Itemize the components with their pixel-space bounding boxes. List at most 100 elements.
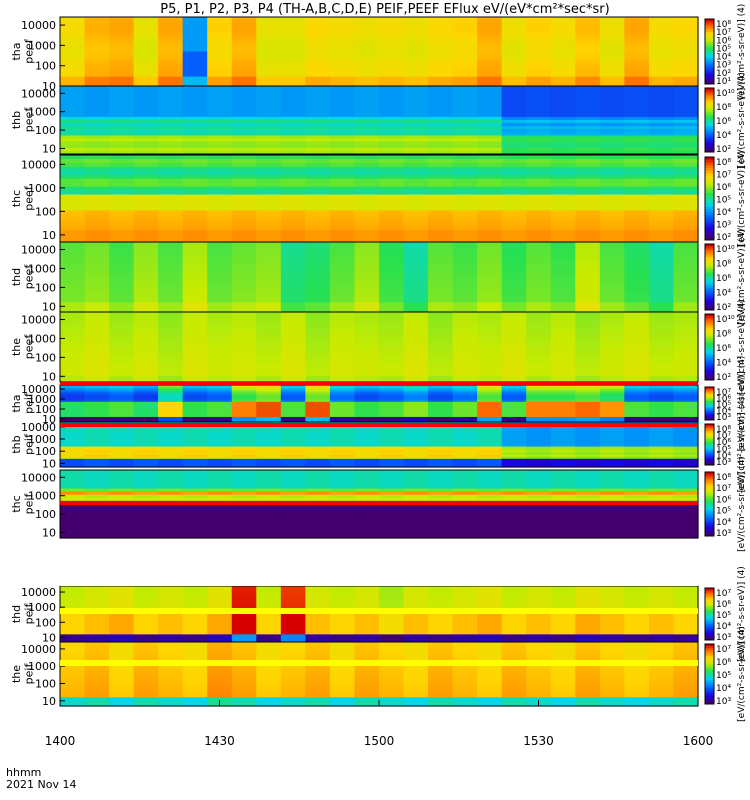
- spectrogram-cell: [428, 430, 454, 433]
- spectrogram-cell: [60, 436, 86, 439]
- spectrogram-cell: [428, 29, 454, 34]
- spectrogram-cell: [109, 450, 135, 454]
- spectrogram-cell: [207, 507, 233, 511]
- spectrogram-cell: [133, 321, 159, 326]
- colorbar-tick-label: 10⁸: [716, 330, 731, 340]
- spectrogram-cell: [501, 230, 527, 235]
- spectrogram-cell: [550, 398, 576, 401]
- spectrogram-cell: [109, 353, 135, 358]
- spectrogram-cell: [501, 214, 527, 219]
- spectrogram-cell: [60, 456, 86, 460]
- spectrogram-cell: [133, 29, 159, 34]
- spectrogram-cell: [452, 242, 478, 246]
- spectrogram-cell: [329, 426, 356, 429]
- spectrogram-cell: [60, 315, 86, 319]
- spectrogram-cell: [329, 386, 356, 389]
- spectrogram-cell: [60, 226, 86, 231]
- spectrogram-cell: [428, 406, 454, 410]
- spectrogram-cell: [256, 54, 282, 59]
- spectrogram-cell: [452, 318, 478, 323]
- spectrogram-cell: [477, 280, 503, 284]
- spectrogram-cell: [673, 434, 699, 437]
- spectrogram-cell: [575, 448, 601, 452]
- spectrogram-cell: [403, 123, 429, 127]
- spectrogram-cell: [599, 86, 625, 90]
- spectrogram-cell: [158, 238, 184, 243]
- spectrogram-cell: [379, 144, 405, 149]
- spectrogram-cell: [575, 60, 601, 65]
- spectrogram-cell: [550, 296, 576, 300]
- spectrogram-cell: [428, 428, 454, 431]
- spectrogram-cell: [182, 170, 208, 176]
- spectrogram-cell: [526, 113, 552, 118]
- spectrogram-cell: [501, 476, 527, 480]
- spectrogram-cell: [673, 257, 699, 262]
- spectrogram-cell: [305, 473, 331, 477]
- spectrogram-cell: [329, 385, 356, 388]
- spectrogram-cell: [452, 438, 478, 442]
- spectrogram-cell: [428, 42, 454, 46]
- spectrogram-cell: [305, 504, 331, 508]
- spectrogram-cell: [575, 497, 601, 502]
- spectrogram-cell: [501, 337, 527, 342]
- spectrogram-cell: [599, 390, 625, 393]
- spectrogram-cell: [354, 178, 380, 184]
- colorbar-cell: [705, 122, 714, 125]
- spectrogram-cell: [673, 67, 699, 71]
- spectrogram-cell: [231, 403, 257, 406]
- spectrogram-cell: [158, 350, 184, 354]
- spectrogram-cell: [158, 507, 184, 511]
- spectrogram-cell: [624, 446, 650, 450]
- spectrogram-cell: [526, 436, 552, 439]
- spectrogram-cell: [133, 531, 159, 536]
- spectrogram-cell: [575, 51, 601, 56]
- spectrogram-cell: [575, 48, 601, 53]
- spectrogram-cell: [84, 434, 110, 437]
- spectrogram-cell: [231, 174, 257, 180]
- spectrogram-cell: [403, 170, 429, 176]
- spectrogram-cell: [354, 327, 380, 332]
- spectrogram-cell: [133, 491, 159, 496]
- spectrogram-cell: [403, 218, 429, 223]
- colorbar-cell: [705, 176, 714, 180]
- spectrogram-cell: [477, 144, 503, 149]
- spectrogram-cell: [379, 210, 405, 215]
- spectrogram-cell: [329, 32, 356, 37]
- spectrogram-cell: [109, 73, 135, 78]
- spectrogram-cell: [452, 400, 478, 403]
- colorbar-cell: [705, 447, 714, 450]
- spectrogram-cell: [182, 138, 208, 143]
- spectrogram-cell: [231, 334, 257, 339]
- colorbar-cell: [705, 246, 714, 249]
- colorbar-cell: [705, 209, 714, 213]
- spectrogram-cell: [256, 202, 282, 207]
- spectrogram-cell: [280, 318, 306, 323]
- spectrogram-cell: [158, 327, 184, 332]
- spectrogram-cell: [305, 398, 331, 401]
- spectrogram-cell: [526, 218, 552, 223]
- spectrogram-cell: [550, 289, 576, 294]
- spectrogram-cell: [550, 312, 576, 316]
- spectrogram-cell: [673, 222, 699, 227]
- spectrogram-cell: [599, 525, 625, 530]
- spectrogram-cell: [84, 242, 110, 246]
- spectrogram-cell: [60, 54, 86, 59]
- spectrogram-cell: [403, 362, 429, 367]
- spectrogram-cell: [452, 51, 478, 56]
- spectrogram-cell: [501, 222, 527, 227]
- spectrogram-cell: [305, 415, 331, 418]
- spectrogram-cell: [526, 416, 552, 420]
- spectrogram-cell: [182, 251, 208, 256]
- colorbar-label: [eV/(cm²-s-sr-eV)] (4): [737, 4, 747, 100]
- spectrogram-cell: [599, 296, 625, 300]
- spectrogram-cell: [280, 375, 306, 380]
- spectrogram-cell: [379, 38, 405, 43]
- spectrogram-cell: [256, 418, 282, 421]
- spectrogram-cell: [599, 26, 625, 31]
- spectrogram-cell: [428, 60, 454, 65]
- spectrogram-cell: [428, 482, 454, 487]
- spectrogram-cell: [624, 296, 650, 300]
- spectrogram-cell: [207, 270, 233, 275]
- spectrogram-cell: [648, 507, 675, 511]
- spectrogram-cell: [84, 340, 110, 345]
